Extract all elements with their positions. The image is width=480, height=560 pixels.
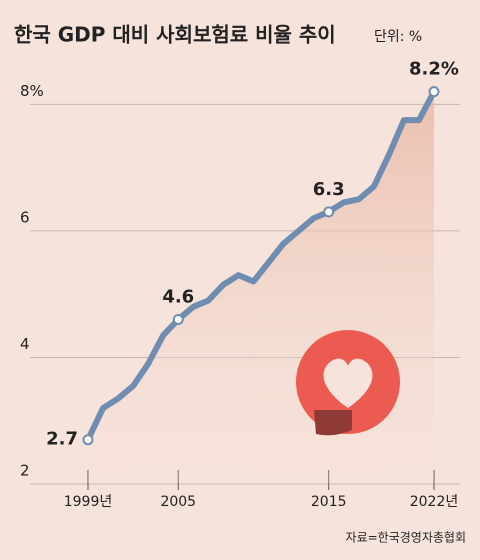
y-tick-label: 2	[20, 462, 30, 480]
logo-tail	[314, 410, 352, 436]
value-label: 2.7	[46, 429, 78, 450]
area	[88, 91, 434, 484]
line	[85, 90, 437, 441]
value-label: 6.3	[313, 179, 345, 200]
x-tick-label: 2022년	[410, 494, 459, 510]
value-label: 8.2%	[409, 59, 459, 80]
y-tick-label: 6	[20, 208, 30, 226]
x-tick-label: 2015	[311, 494, 347, 510]
chart-title: 한국 GDP 대비 사회보험료 비율 추이	[14, 23, 336, 47]
x-tick-label: 1999년	[64, 494, 113, 510]
y-tick-label: 4	[20, 335, 30, 353]
y-tick-label: 8%	[20, 82, 44, 100]
plot: 2 4 6 8% 1999년 2005 2015 2022년 2.7 4.6 6.3 8.2%	[20, 59, 460, 510]
logo	[296, 330, 400, 436]
point	[323, 206, 335, 218]
point	[428, 86, 440, 98]
point	[82, 434, 94, 446]
value-label: 4.6	[162, 286, 194, 307]
source: 자료=한국경영자총협회	[346, 531, 466, 545]
point	[172, 313, 184, 325]
unit-label: 단위: %	[374, 29, 422, 45]
logo-heart	[323, 358, 373, 408]
x-tick-label: 2005	[160, 494, 196, 510]
